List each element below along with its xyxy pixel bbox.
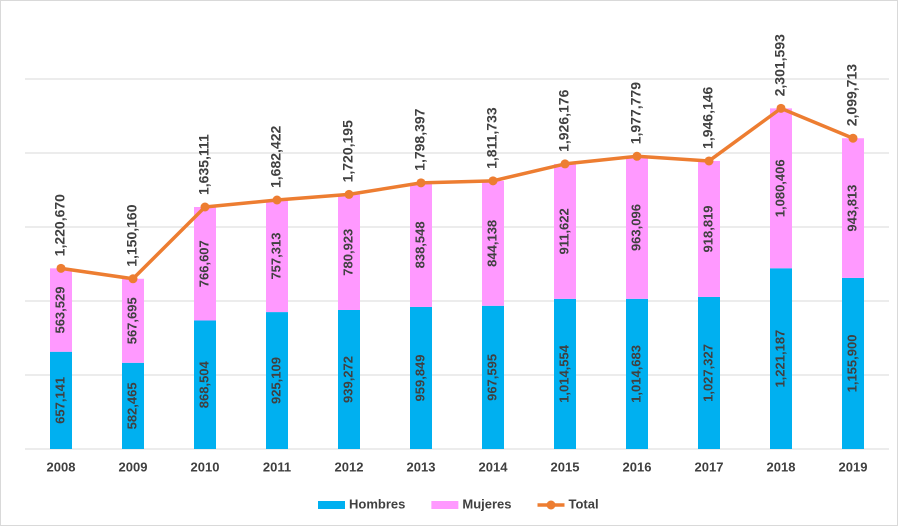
bar [554,163,576,299]
line-point [776,103,786,113]
data-label: 1,155,900 [844,335,859,393]
line [60,106,854,281]
data-label: 2,301,593 [772,34,788,96]
data-label: 1,946,146 [700,86,716,148]
x-tick-label: 2016 [623,459,652,474]
line-point [704,156,714,166]
data-label: 943,813 [844,185,859,232]
data-label: 1,720,195 [340,120,356,182]
data-label: 1,926,176 [556,89,572,151]
bar [482,180,504,306]
data-label: 1,080,406 [772,159,787,217]
legend-label: Hombres [349,496,405,511]
data-label: 1,014,683 [628,345,643,403]
legend-swatch [431,501,459,509]
bar [194,320,216,449]
x-tick-label: 2008 [47,459,76,474]
x-tick-label: 2013 [407,459,436,474]
data-label: 657,141 [52,377,67,424]
bar [698,160,720,297]
bar [410,306,432,449]
line-point [56,263,66,273]
bar [554,298,576,449]
line-point [200,202,210,212]
bar [410,182,432,307]
bar [770,108,792,269]
data-label: 1,221,187 [772,330,787,388]
data-label: 1,811,733 [484,107,500,169]
data-label: 582,465 [124,382,139,429]
data-label: 757,313 [268,233,283,280]
x-tick-label: 2009 [119,459,148,474]
bar [770,268,792,449]
line-point [560,159,570,169]
bar [626,156,648,299]
data-label: 2,099,713 [844,64,860,126]
bar [50,351,72,449]
bar [266,312,288,449]
data-label: 918,819 [700,205,715,252]
x-tick-label: 2010 [191,459,220,474]
bar [194,207,216,321]
x-tick-label: 2015 [551,459,580,474]
data-label: 959,849 [412,354,427,401]
data-label: 1,014,554 [556,344,571,403]
legend-label: Mujeres [462,496,511,511]
bar [266,200,288,313]
data-label: 780,923 [340,229,355,276]
data-label: 1,150,160 [124,204,140,266]
data-label: 868,504 [196,360,211,408]
line-point [632,151,642,161]
data-label: 563,529 [52,287,67,334]
data-label: 1,798,397 [412,108,428,170]
data-label: 967,595 [484,354,499,401]
data-label: 1,027,327 [700,344,715,402]
data-label: 963,096 [628,204,643,251]
bar [698,296,720,449]
line-point [848,133,858,143]
x-tick-label: 2012 [335,459,364,474]
data-label: 1,635,111 [196,134,212,195]
data-label: 1,977,779 [628,82,644,144]
data-label: 567,695 [124,297,139,344]
bar [122,278,144,363]
bar [338,309,360,449]
line-point [488,176,498,186]
x-tick-label: 2017 [695,459,724,474]
x-tick-label: 2018 [767,459,796,474]
bar [482,305,504,449]
data-label: 838,548 [412,221,427,268]
data-label: 766,607 [196,240,211,287]
bar [626,298,648,449]
line-point [416,178,426,188]
line-point [272,195,282,205]
legend-marker [546,500,556,510]
bar [122,362,144,449]
line-point [128,274,138,284]
bar [842,138,864,278]
data-label: 844,138 [484,220,499,267]
x-tick-label: 2014 [479,459,509,474]
data-label: 911,622 [556,208,571,254]
legend-swatch [318,501,345,509]
bar [842,277,864,449]
bar [338,194,360,310]
bar [50,268,72,352]
legend-label: Total [569,496,599,511]
x-tick-label: 2019 [839,459,868,474]
line-point [344,189,354,199]
data-label: 925,109 [268,357,283,404]
data-label: 1,682,422 [268,126,284,188]
data-label: 1,220,670 [52,194,68,256]
x-tick-label: 2011 [263,459,291,474]
data-label: 939,272 [340,356,355,403]
